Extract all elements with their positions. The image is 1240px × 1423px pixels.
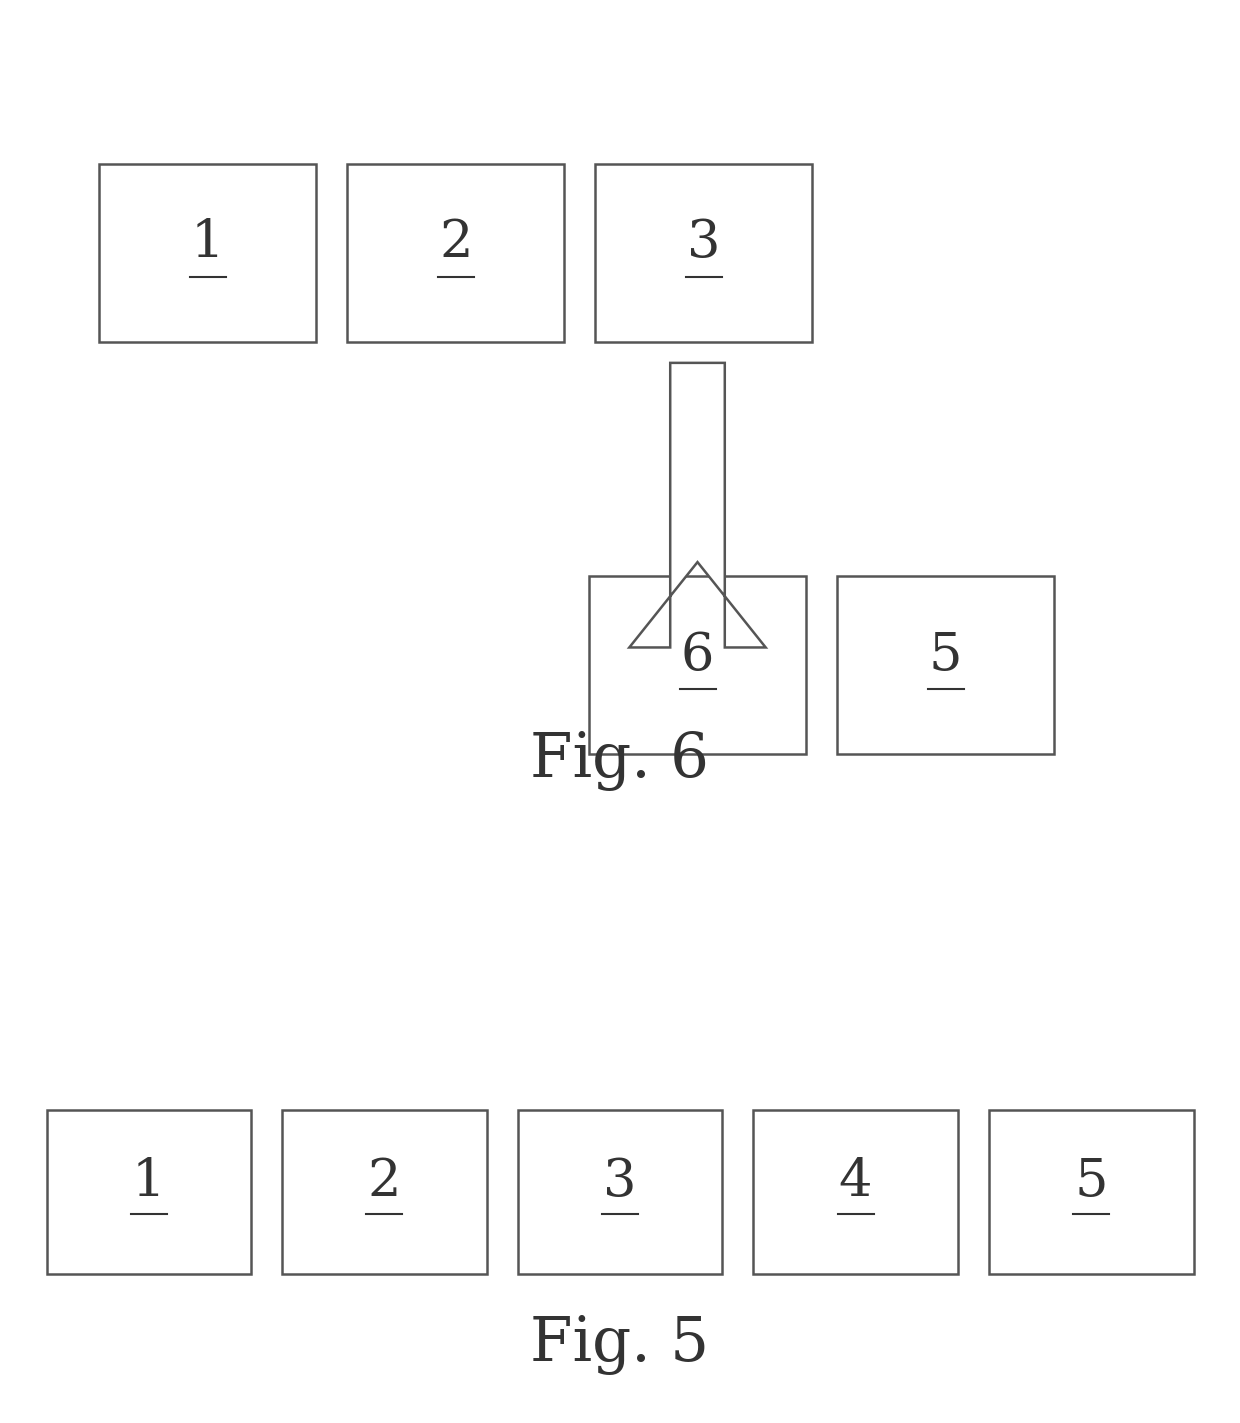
Bar [595, 164, 812, 342]
Text: 2: 2 [439, 218, 472, 268]
Polygon shape [629, 363, 766, 647]
Text: 6: 6 [681, 630, 714, 680]
Text: Fig. 5: Fig. 5 [531, 1315, 709, 1375]
Text: 3: 3 [603, 1157, 637, 1207]
Bar [837, 576, 1054, 754]
Text: 5: 5 [1074, 1157, 1109, 1207]
Text: 1: 1 [131, 1157, 166, 1207]
Bar [990, 1110, 1193, 1274]
Text: 3: 3 [687, 218, 720, 268]
Bar [589, 576, 806, 754]
Bar [47, 1110, 250, 1274]
Text: Fig. 6: Fig. 6 [531, 731, 709, 791]
Text: 4: 4 [838, 1157, 873, 1207]
Text: 2: 2 [367, 1157, 402, 1207]
Bar [347, 164, 564, 342]
Bar [99, 164, 316, 342]
Bar [283, 1110, 486, 1274]
Bar [518, 1110, 722, 1274]
Text: 5: 5 [929, 630, 962, 680]
Text: 1: 1 [191, 218, 224, 268]
Bar [754, 1110, 959, 1274]
